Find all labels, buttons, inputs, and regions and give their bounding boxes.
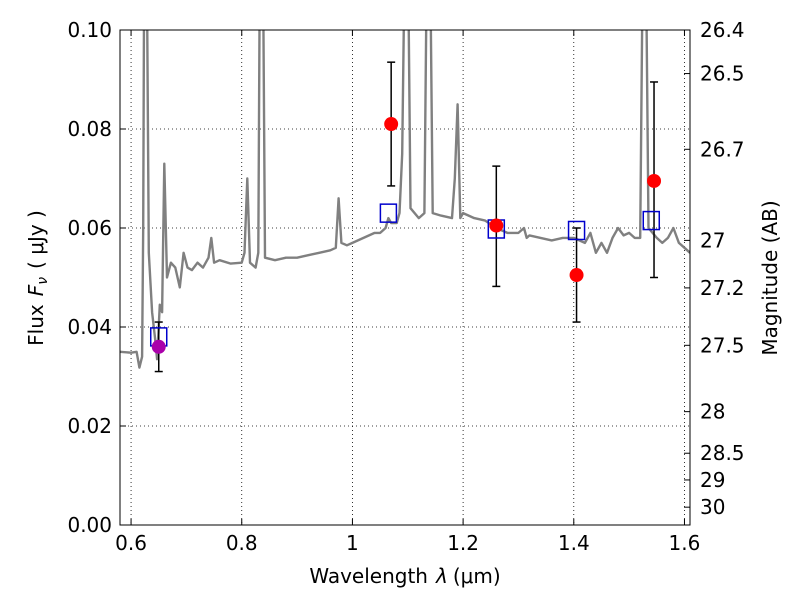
x-axis-label: Wavelength λ (μm) [309, 564, 500, 588]
y-tick-label: 0.02 [67, 414, 112, 438]
y-right-tick-label: 26.4 [700, 18, 745, 42]
model-square-marker [642, 210, 661, 231]
y-right-tick-label: 27.5 [700, 333, 745, 357]
observed-point [384, 117, 399, 132]
y-axis-right-label: Magnitude (AB) [758, 200, 782, 355]
observed-point [489, 218, 504, 233]
axis-ticks: 0.6 0.8 1 1.2 1.4 1.6 0.00 0.02 0.04 0.06 0.08 0.10… [67, 18, 744, 555]
plot-frame [119, 29, 691, 526]
y-tick-label: 0.00 [67, 513, 112, 537]
marker-layer [149, 61, 662, 373]
x-tick-label: 1.4 [558, 531, 590, 555]
x-tick-label: 1.6 [669, 531, 701, 555]
spectrum-line [120, 30, 690, 369]
x-tick-label: 0.8 [226, 531, 258, 555]
observed-point [151, 339, 166, 354]
y-right-tick-label: 30 [700, 495, 725, 519]
spectrum-layer [120, 30, 690, 369]
y-right-tick-label: 28 [700, 400, 725, 424]
y-tick-label: 0.08 [67, 117, 112, 141]
y-tick-label: 0.10 [67, 18, 112, 42]
y-axis-label: FluxFν( μJy ) [24, 210, 51, 346]
y-right-tick-label: 26.5 [700, 62, 745, 86]
model-square-marker [379, 203, 398, 223]
y-right-tick-label: 27.2 [700, 276, 745, 300]
x-tick-label: 0.6 [115, 531, 147, 555]
y-tick-label: 0.04 [67, 315, 112, 339]
x-tick-label: 1 [346, 531, 359, 555]
model-square-marker [567, 220, 586, 241]
y-tick-label: 0.06 [67, 216, 112, 240]
observed-point [569, 268, 584, 283]
y-right-tick-label: 27 [700, 228, 725, 252]
y-right-tick-label: 26.7 [700, 137, 745, 161]
grid-lines [120, 29, 690, 526]
y-right-tick-label: 28.5 [700, 441, 745, 465]
y-right-tick-label: 29 [700, 468, 725, 492]
x-tick-label: 1.2 [447, 531, 479, 555]
observed-point [647, 173, 662, 188]
